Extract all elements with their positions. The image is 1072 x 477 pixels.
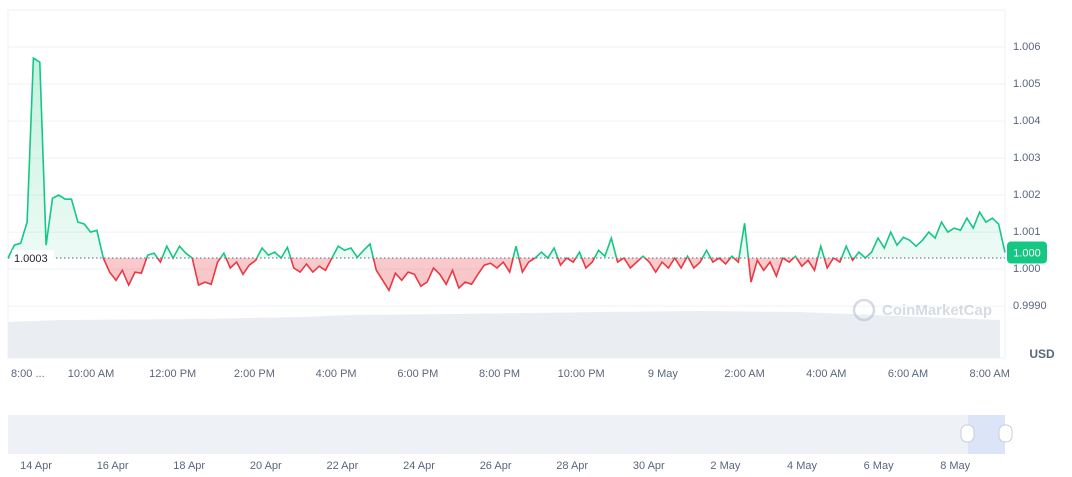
navigator [8,415,1005,454]
navigator-label: 28 Apr [556,460,588,472]
baseline-label-bg [12,250,54,267]
navigator-label: 30 Apr [633,460,665,472]
x-tick-label: 10:00 PM [558,368,605,380]
x-tick-label: 10:00 AM [68,368,114,380]
grid [8,46,1005,307]
baseline-label: 1.0003 [14,253,48,265]
y-tick-label: 1.005 [1013,78,1041,90]
x-tick-label: 2:00 AM [724,368,764,380]
volume-area [8,311,1000,358]
navigator-label: 22 Apr [326,460,358,472]
x-tick-label: 6:00 AM [888,368,928,380]
navigator-label: 4 May [787,460,817,472]
watermark: CoinMarketCap [852,298,992,322]
navigator-label: 14 Apr [20,460,52,472]
unit-label: USD [1029,347,1055,361]
price-line-below [8,258,867,293]
x-tick-label: 2:00 PM [234,368,275,380]
navigator-handle[interactable] [998,424,1013,443]
area-below [8,258,1005,291]
y-tick-label: 1.003 [1013,152,1041,164]
y-tick-label: 1.006 [1013,41,1041,53]
y-tick-label: 1.001 [1013,226,1041,238]
axes: 0.9990 1.000 1.001 1.002 1.003 1.004 1.005 1.00… [11,41,1047,380]
navigator-label: 20 Apr [250,460,282,472]
watermark-text: CoinMarketCap [882,302,992,319]
price-line-above [7,56,1006,259]
y-tick-label: 1.002 [1013,189,1041,201]
y-tick-label: 1.000 [1013,263,1041,275]
x-tick-label: 8:00 PM [479,368,520,380]
series: 1.0003 1.000 [7,56,1047,293]
y-tick-label: 1.004 [1013,115,1041,127]
x-tick-label: 9 May [648,368,678,380]
x-tick-label: 12:00 PM [149,368,196,380]
x-tick-label: 8:00 ... [11,368,45,380]
navigator-label: 24 Apr [403,460,435,472]
navigator-label: 2 May [710,460,740,472]
y-tick-label: 0.9990 [1013,300,1047,312]
navigator-label: 16 Apr [97,460,129,472]
x-tick-label: 6:00 PM [397,368,438,380]
last-value-label: 1.000 [1013,247,1041,259]
navigator-label: 6 May [864,460,894,472]
x-tick-label: 4:00 PM [316,368,357,380]
navigator-handle[interactable] [960,424,975,443]
navigator-label: 8 May [940,460,970,472]
navigator-label: 18 Apr [173,460,205,472]
navigator-label: 26 Apr [480,460,512,472]
x-tick-label: 8:00 AM [970,368,1010,380]
x-tick-label: 4:00 AM [806,368,846,380]
last-value-box [1007,241,1047,264]
navigator-labels: 14 Apr 16 Apr 18 Apr 20 Apr 22 Apr 24 Apr 26 A… [20,460,971,472]
